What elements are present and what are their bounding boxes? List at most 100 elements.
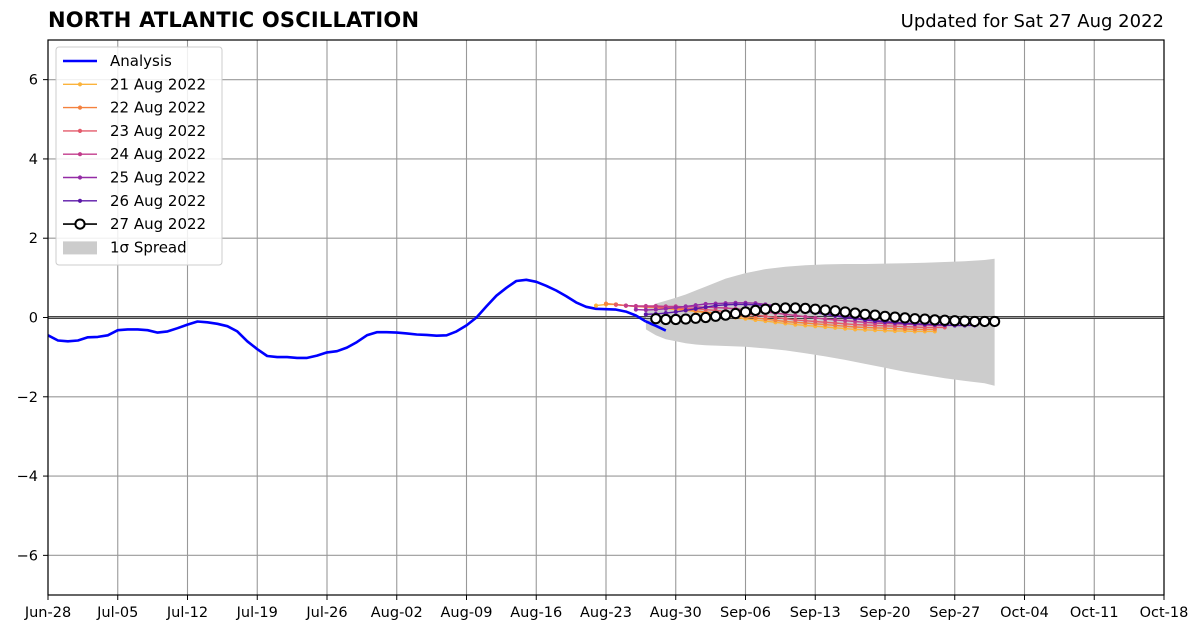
forecast-point [673,305,678,310]
forecast-point [929,314,941,326]
legend-entry: 23 Aug 2022 [63,122,206,140]
forecast-point [803,318,808,323]
forecast-point [969,315,981,328]
forecast-point [919,313,931,325]
forecast-point [833,317,838,322]
forecast-point [703,305,708,310]
forecast-point [859,308,871,320]
legend-label: 21 Aug 2022 [110,75,206,93]
x-tick-label: Jun-28 [24,605,71,621]
chart-subtitle: Updated for Sat 27 Aug 2022 [900,11,1164,32]
x-tick-label: Jul-05 [96,605,138,621]
forecast-point [989,315,1001,328]
legend: Analysis 21 Aug 2022 22 Aug 2022 23 Aug 202… [55,46,223,266]
forecast-point [663,306,668,311]
series-layer [47,278,1001,360]
y-tick-label: −4 [17,469,38,485]
legend-marker [77,128,83,133]
forecast-point [889,311,901,323]
forecast-point [653,303,658,309]
forecast-point [633,303,638,309]
forecast-point [733,302,738,307]
analysis-line-tail [645,320,667,332]
forecast-point [769,302,781,314]
forecast-point [959,315,971,327]
forecast-point [839,306,851,318]
legend-entry: 26 Aug 2022 [63,192,206,210]
forecast-point [719,309,732,321]
forecast-point [713,303,718,308]
forecast-point [693,303,698,308]
legend-entry: 21 Aug 2022 [63,75,206,93]
forecast-point [789,302,801,314]
legend-label: 27 Aug 2022 [110,215,206,233]
legend-marker [74,218,86,230]
legend-entry: 1σ Spread [63,238,187,256]
forecast-point [799,302,811,314]
chart-title: NORTH ATLANTIC OSCILLATION [48,8,420,32]
forecast-point [823,316,828,322]
forecast-point [749,304,762,316]
legend-entry: 24 Aug 2022 [63,145,206,163]
forecast-point [643,303,648,309]
x-tick-label: Jul-12 [166,605,208,621]
forecast-point [783,316,788,321]
forecast-point [739,306,752,318]
forecast-point [643,307,648,313]
x-tick-label: Aug-30 [650,605,702,621]
x-tick-label: Sep-20 [859,605,910,621]
x-tick-label: Sep-13 [790,605,841,621]
forecast-point [660,313,672,326]
forecast-point [650,313,662,325]
legend-box [55,46,223,266]
legend-entry: 27 Aug 2022 [63,215,206,233]
forecast-point [700,311,712,324]
forecast-point [729,307,742,320]
forecast-point [763,314,768,319]
axes: Jun-28 Jul-05 Jul-12 Jul-19 Jul-26 Aug-02 Aug-… [17,39,1189,621]
forecast-line [645,303,975,327]
x-tick-label: Aug-09 [441,605,493,621]
forecast-point [593,303,599,308]
x-tick-label: Sep-06 [720,605,771,621]
forecast-point [710,310,722,322]
legend-marker [77,82,83,87]
forecast-point [693,306,698,311]
x-tick-label: Sep-27 [929,605,980,621]
forecast-point [793,313,798,318]
forecast-point [773,315,778,320]
forecast-point [613,302,619,307]
legend-label: 22 Aug 2022 [110,99,206,117]
forecast-point [683,308,688,313]
forecast-point [949,315,961,327]
forecast-point [623,303,629,308]
forecast-point [683,304,688,309]
y-tick-label: −6 [17,548,38,564]
forecast-point [939,314,951,326]
forecast-point [849,307,861,319]
forecast-point [643,312,648,317]
legend-marker [77,152,83,157]
x-tick-label: Aug-02 [371,605,423,621]
legend-marker [77,175,83,180]
forecast-point [680,313,692,325]
x-tick-label: Aug-23 [580,605,632,621]
forecast-point [813,319,818,324]
y-tick-label: 4 [29,152,38,168]
x-tick-label: Jul-26 [305,605,347,621]
legend-label: Analysis [110,52,172,70]
forecast-point [909,313,921,325]
forecast-series-7 [650,302,1001,328]
legend-entry: Analysis [63,52,172,70]
legend-label: 24 Aug 2022 [110,145,206,163]
x-tick-label: Oct-18 [1140,605,1189,621]
forecast-point [869,309,881,321]
forecast-point [819,304,831,316]
y-tick-label: −2 [17,390,38,406]
y-tick-label: 2 [29,231,38,247]
forecast-point [723,302,728,307]
forecast-point [673,309,678,315]
forecast-point [793,317,798,322]
forecast-point [759,303,772,315]
forecast-point [743,302,748,307]
